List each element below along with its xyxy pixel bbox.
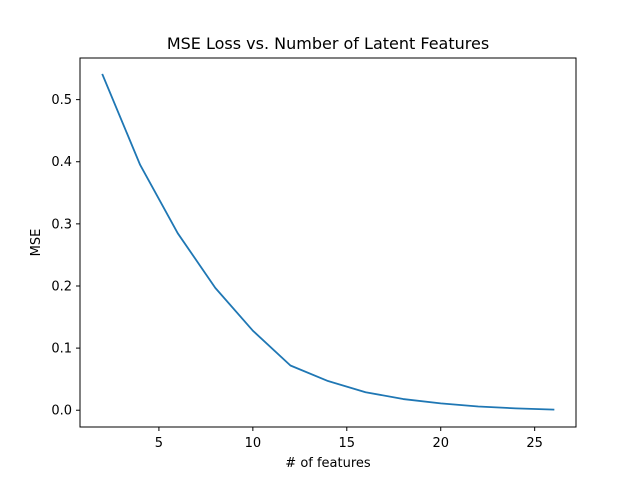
y-tick-label: 0.3 [51,217,72,232]
x-tick-label: 15 [339,436,356,451]
y-tick-label: 0.4 [51,155,72,170]
series-line [101,73,555,411]
y-tick-label: 0.2 [51,279,72,294]
y-axis: 0.0 0.1 0.2 0.3 0.4 0.5 [51,93,80,419]
y-tick-label: 0.1 [51,342,72,357]
plot-area [79,57,577,428]
chart-title: MSE Loss vs. Number of Latent Features [167,34,489,53]
y-tick-label: 0.0 [51,404,72,419]
x-tick-label: 5 [155,436,163,451]
x-tick-label: 10 [245,436,262,451]
x-axis-label: # of features [285,456,371,471]
y-tick-label: 0.5 [51,93,72,108]
x-axis: 5 10 15 20 25 [155,427,543,451]
x-tick-label: 20 [432,436,449,451]
y-axis-label: MSE [29,229,44,257]
x-tick-label: 25 [526,436,543,451]
